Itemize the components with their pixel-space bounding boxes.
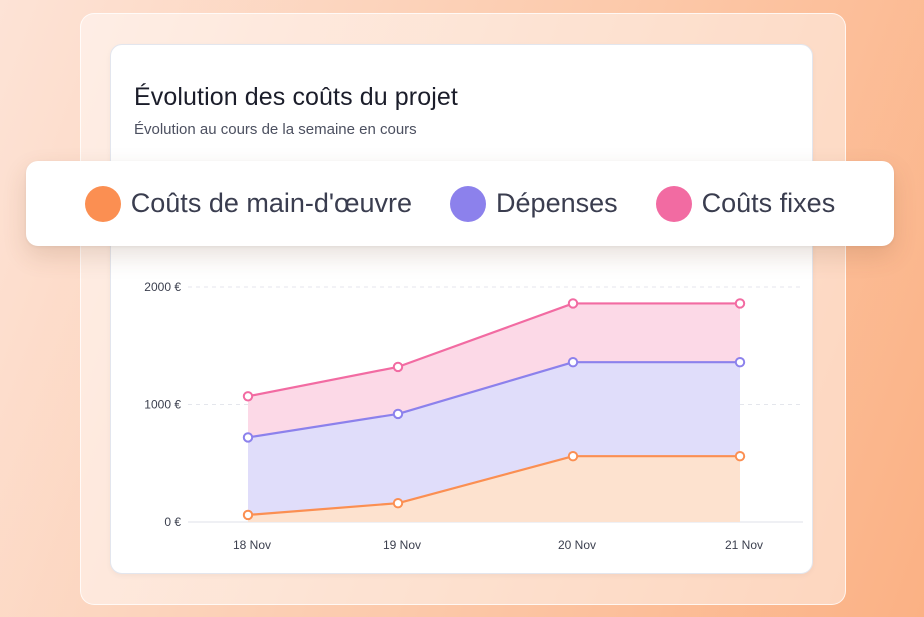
data-point[interactable] [567,357,579,368]
x-tick-label: 18 Nov [233,538,271,552]
legend-label-fixed: Coûts fixes [701,188,836,218]
data-point[interactable] [392,498,404,509]
legend-swatch-labor [84,185,121,222]
y-tick-label: 1000 € [144,398,181,412]
chart-subtitle: Évolution au cours de la semaine en cour… [134,121,417,138]
x-tick-label: 20 Nov [558,538,596,552]
legend-item-expenses[interactable]: Dépenses [450,185,618,222]
area-series-2 [248,303,740,438]
data-point[interactable] [392,408,404,420]
legend-item-labor[interactable]: Coûts de main-d'œuvre [84,185,413,222]
line-series-1 [247,361,740,439]
legend-swatch-fixed [655,185,692,222]
data-point[interactable] [242,391,254,402]
legend-label-labor: Coûts de main-d'œuvre [130,188,413,218]
data-point[interactable] [734,451,746,462]
x-tick-label: 19 Nov [383,538,421,552]
data-point[interactable] [242,432,254,443]
chart-legend: Coûts de main-d'œuvre Dépenses Coûts fix… [26,161,894,246]
data-point[interactable] [392,361,404,373]
data-point[interactable] [242,509,254,521]
area-series-1 [248,362,740,515]
data-point[interactable] [567,451,579,462]
legend-swatch-expenses [450,185,487,222]
legend-item-fixed[interactable]: Coûts fixes [655,185,836,222]
data-point[interactable] [734,298,746,309]
line-series-2 [247,302,740,398]
data-point[interactable] [567,298,579,309]
data-point[interactable] [734,357,746,368]
x-tick-label: 21 Nov [725,538,763,552]
y-tick-label: 0 € [164,515,181,529]
y-tick-label: 2000 € [144,280,181,294]
line-series-0 [247,455,740,517]
chart-title: Évolution des coûts du projet [134,83,458,111]
legend-label-expenses: Dépenses [496,188,618,218]
